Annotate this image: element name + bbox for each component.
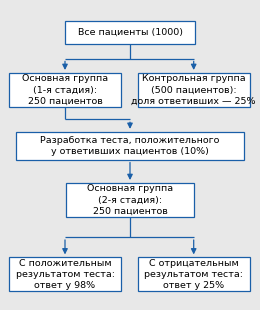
- FancyBboxPatch shape: [138, 73, 250, 107]
- FancyBboxPatch shape: [138, 257, 250, 291]
- Text: С положительным
результатом теста:
ответ у 98%: С положительным результатом теста: ответ…: [16, 259, 114, 290]
- Text: С отрицательным
результатом теста:
ответ у 25%: С отрицательным результатом теста: ответ…: [144, 259, 243, 290]
- Text: Разработка теста, положительного
у ответивших пациентов (10%): Разработка теста, положительного у ответ…: [40, 136, 220, 156]
- FancyBboxPatch shape: [16, 132, 244, 160]
- FancyBboxPatch shape: [65, 21, 195, 44]
- Text: Все пациенты (1000): Все пациенты (1000): [77, 28, 183, 37]
- Text: Контрольная группа
(500 пациентов):
доля ответивших — 25%: Контрольная группа (500 пациентов): доля…: [132, 74, 256, 105]
- FancyBboxPatch shape: [9, 73, 121, 107]
- FancyBboxPatch shape: [66, 183, 194, 217]
- Text: Основная группа
(2-я стадия):
250 пациентов: Основная группа (2-я стадия): 250 пациен…: [87, 184, 173, 215]
- Text: Основная группа
(1-я стадия):
250 пациентов: Основная группа (1-я стадия): 250 пациен…: [22, 74, 108, 105]
- FancyBboxPatch shape: [9, 257, 121, 291]
